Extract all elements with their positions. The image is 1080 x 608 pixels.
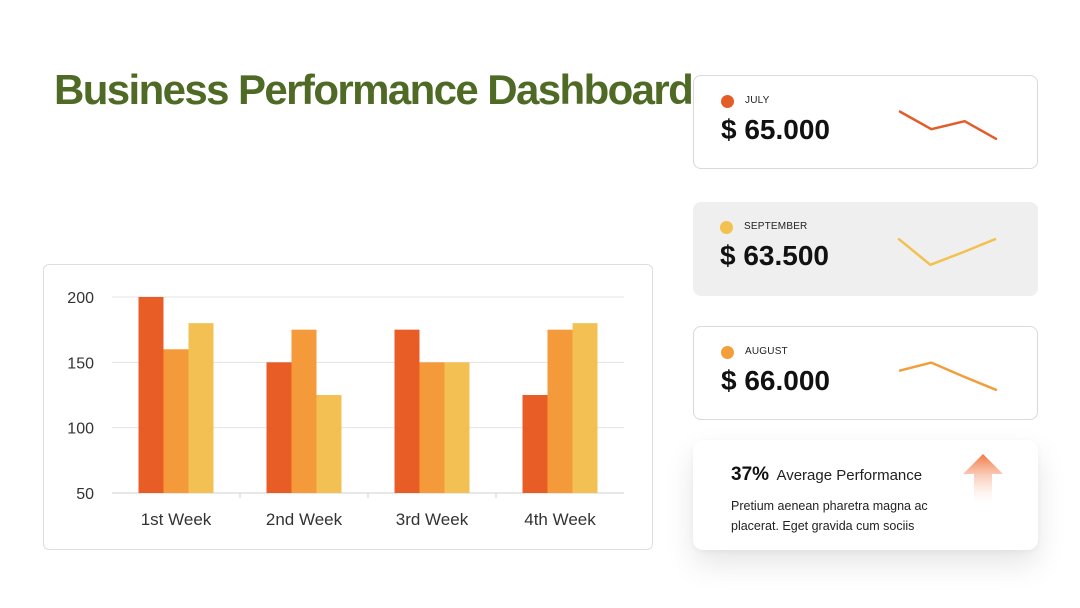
month-label: JULY [745,95,770,106]
bar [419,362,445,493]
month-label: SEPTEMBER [744,221,808,232]
amount-value: $ 65.000 [721,114,830,145]
y-tick-label: 200 [67,290,94,307]
y-tick-label: 50 [76,486,94,503]
average-performance-card: 37% Average Performance Pretium aenean p… [693,440,1038,550]
bar [316,395,342,493]
august-sparkline [898,361,998,392]
stat-card-september: SEPTEMBER $ 63.500 [693,202,1038,296]
stat-card-july: JULY $ 65.000 [693,75,1038,169]
bar [291,329,317,493]
x-category-label: 2nd Week [266,510,343,529]
y-tick-label: 100 [67,421,94,438]
july-sparkline [898,110,998,141]
performance-heading: 37% Average Performance [731,464,922,486]
bar [547,329,573,493]
bar [572,323,598,493]
performance-label: Average Performance [776,467,923,484]
bar [444,362,470,493]
x-category-label: 3rd Week [396,510,469,529]
performance-percent: 37% [731,464,770,485]
performance-description: Pretium aenean pharetra magna ac placera… [731,499,928,533]
x-category-label: 1st Week [141,510,212,529]
page-title: Business Performance Dashboard [54,66,694,113]
bar [138,297,164,493]
sparkline-path [898,361,998,392]
amount-value: $ 66.000 [721,365,830,396]
amount-value: $ 63.500 [720,240,829,271]
sparkline-path [898,110,998,141]
september-sparkline [897,237,997,267]
bar [394,329,420,493]
x-category-label: 4th Week [524,510,596,529]
bar-chart-svg: 50 100 150 200 1st Week 2nd Week 3rd Week 4th W… [67,290,624,529]
bar [522,395,548,493]
sparkline-path [897,237,997,267]
bar [188,323,214,493]
arrow-up-icon [963,454,1003,504]
month-label: AUGUST [745,346,788,357]
september-color-dot [720,221,733,234]
august-color-dot [721,346,734,359]
bar [163,349,189,493]
bar [266,362,292,493]
stat-card-august: AUGUST $ 66.000 [693,326,1038,420]
weekly-bar-chart: 50 100 150 200 1st Week 2nd Week 3rd Week 4th W… [43,264,653,550]
y-tick-label: 150 [67,355,94,372]
july-color-dot [721,95,734,108]
